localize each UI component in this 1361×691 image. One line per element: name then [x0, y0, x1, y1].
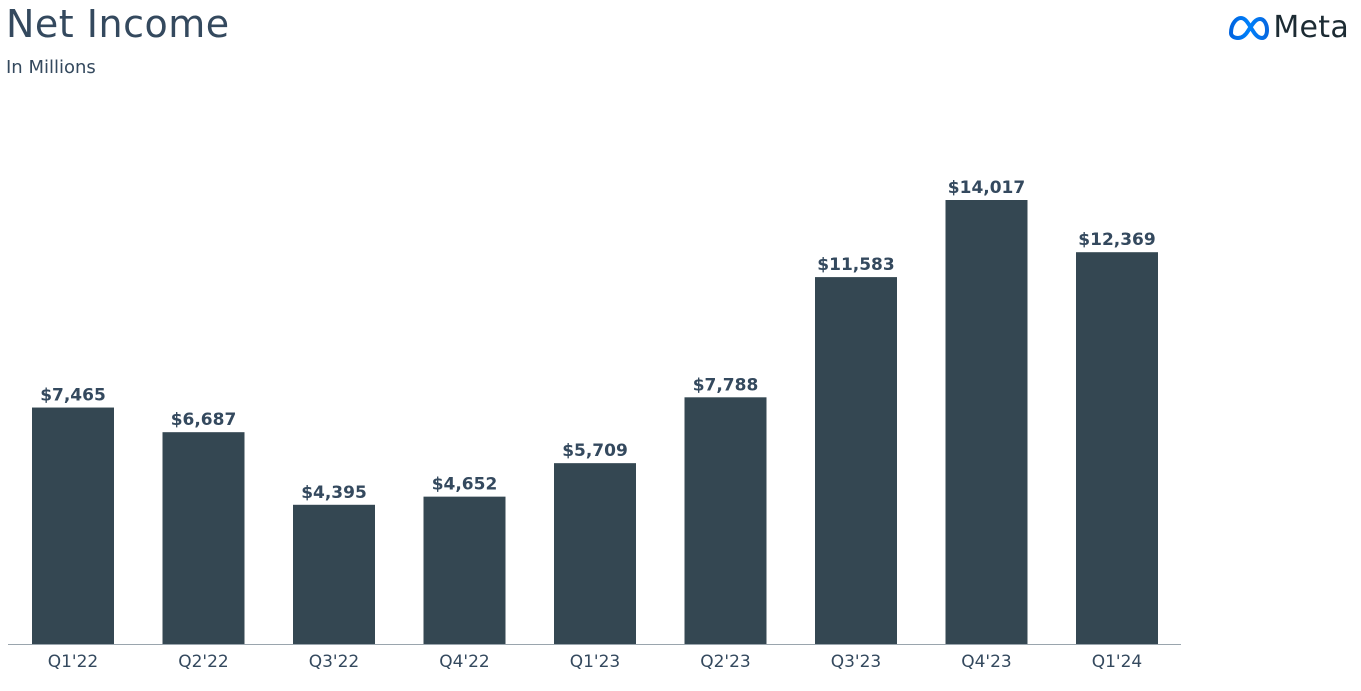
bar-value-label: $12,369: [1078, 230, 1155, 250]
x-tick-label: Q3'23: [831, 652, 882, 672]
bar-q323: [815, 277, 897, 644]
bar-q123: [554, 463, 636, 644]
x-tick-label: Q1'24: [1092, 652, 1143, 672]
bar-value-label: $7,465: [40, 386, 106, 406]
meta-infinity-icon: [1229, 16, 1270, 40]
x-tick-label: Q3'22: [309, 652, 360, 672]
bar-value-label: $14,017: [948, 178, 1025, 198]
x-tick-label: Q1'23: [570, 652, 621, 672]
page-title: Net Income: [6, 2, 230, 46]
x-tick-label: Q2'22: [178, 652, 229, 672]
bar-q223: [684, 397, 767, 644]
bar-q124: [1076, 252, 1158, 644]
brand-name: Meta: [1273, 10, 1349, 45]
bar-value-label: $7,788: [693, 375, 759, 395]
bar-value-label: $5,709: [562, 441, 628, 461]
bar-q422: [423, 496, 506, 644]
bar-value-label: $6,687: [171, 410, 237, 430]
x-tick-label: Q1'22: [48, 652, 99, 672]
page-subtitle: In Millions: [6, 57, 96, 78]
brand-logo: Meta: [1227, 10, 1349, 46]
x-tick-label: Q4'22: [439, 652, 490, 672]
bar-value-label: $4,395: [301, 483, 367, 503]
bar-value-label: $11,583: [817, 255, 894, 275]
bar-q222: [162, 432, 245, 644]
x-tick-label: Q4'23: [961, 652, 1012, 672]
bar-q423: [945, 200, 1028, 644]
bar-q122: [32, 407, 114, 644]
bar-value-label: $4,652: [432, 475, 498, 495]
x-tick-label: Q2'23: [700, 652, 751, 672]
bar-q322: [293, 504, 375, 644]
